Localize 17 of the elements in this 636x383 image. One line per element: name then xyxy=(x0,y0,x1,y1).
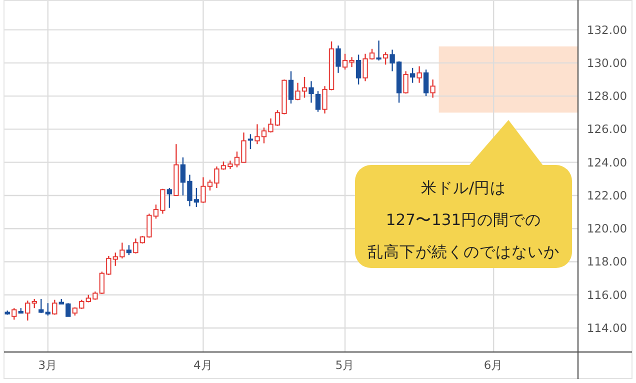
y-tick-label: 122.00 xyxy=(586,188,628,202)
x-tick-label: 3月 xyxy=(38,358,58,372)
y-tick-label: 128.00 xyxy=(586,89,628,104)
x-tick-label: 6月 xyxy=(484,358,504,372)
annotation: 127〜131円の間での xyxy=(386,211,542,229)
y-tick-label: 120.00 xyxy=(586,222,628,236)
y-tick-label: 118.00 xyxy=(586,254,628,269)
x-tick-label: 4月 xyxy=(194,358,213,372)
y-tick-label: 130.00 xyxy=(586,56,628,70)
y-tick-label: 132.00 xyxy=(586,22,628,37)
y-tick-label: 126.00 xyxy=(586,122,628,136)
annotation: 米ドル/円は xyxy=(420,179,506,197)
y-tick-label: 116.00 xyxy=(586,288,628,302)
y-tick-label: 114.00 xyxy=(586,320,628,335)
annotation: 乱高下が続くのではないか xyxy=(368,243,560,261)
x-tick-label: 5月 xyxy=(335,358,355,372)
y-tick-label: 124.00 xyxy=(586,155,628,170)
